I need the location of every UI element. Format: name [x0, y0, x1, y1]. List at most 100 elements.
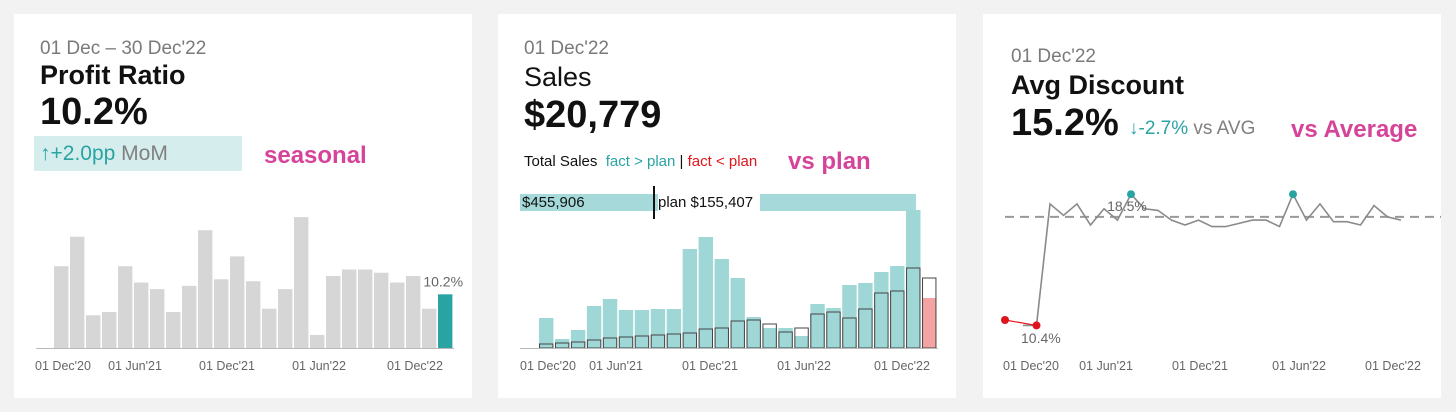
vs-plan-tag: vs plan	[788, 148, 871, 175]
delta-suffix: vs AVG	[1193, 118, 1256, 139]
fact-bar	[842, 285, 857, 348]
legend-total: Total Sales	[524, 153, 598, 170]
bar	[438, 294, 453, 348]
card-title: Sales	[524, 62, 592, 92]
tick-label: 01 Jun'21	[1079, 359, 1133, 373]
fact-bar	[730, 278, 745, 348]
bar	[134, 282, 149, 348]
avg-discount-card: 01 Dec'22 Avg Discount 15.2% ↓-2.7% vs A…	[983, 14, 1441, 398]
tick-label: 01 Dec'22	[387, 359, 443, 373]
kpi-value: $20,779	[524, 94, 662, 136]
fact-bar	[906, 210, 921, 348]
legend-fact-lt: fact < plan	[687, 153, 758, 170]
fact-bar	[826, 308, 841, 348]
data-label: 10.2%	[423, 273, 463, 289]
vs-average-tag: vs Average	[1291, 116, 1418, 143]
bar	[118, 266, 133, 348]
fact-bar	[922, 298, 937, 348]
delta-text: ↓-2.7% vs AVG	[1129, 118, 1255, 140]
bar	[166, 312, 181, 348]
date-range: 01 Dec – 30 Dec'22	[40, 38, 207, 59]
bar	[374, 272, 389, 348]
seasonal-tag: seasonal	[264, 142, 367, 169]
bar	[422, 308, 437, 348]
legend: Total Sales fact > plan | fact < plan	[524, 153, 757, 170]
bar	[150, 289, 165, 348]
bullet-fact-label: $455,906	[522, 194, 650, 211]
tick-label: 01 Dec'20	[1003, 359, 1059, 373]
bar	[358, 269, 373, 348]
fact-bar	[618, 310, 634, 348]
tick-label: 01 Jun'22	[1272, 359, 1326, 373]
fact-bar	[874, 272, 889, 348]
date-label: 01 Dec'22	[1011, 46, 1096, 67]
tick-label: 01 Dec'22	[1365, 359, 1421, 373]
bar	[70, 236, 85, 348]
bar	[102, 312, 117, 348]
tick-label: 01 Dec'22	[874, 359, 930, 373]
bar	[198, 230, 213, 348]
bar	[294, 217, 309, 348]
bar	[342, 269, 357, 348]
fact-bar	[890, 266, 905, 348]
fact-bar	[650, 309, 666, 348]
bar	[246, 281, 261, 348]
tick-label: 01 Dec'20	[520, 359, 576, 373]
fact-bar	[714, 259, 729, 348]
kpi-value: 15.2%	[1011, 102, 1119, 144]
bar	[390, 282, 405, 348]
bar	[214, 279, 229, 348]
sales-card: 01 Dec'22 Sales $20,779 Total Sales fact…	[498, 14, 956, 398]
avg-discount-line-chart: 10.4% 18.5% 01 Dec'20 01 Jun'21 01 Dec'21 01 …	[1001, 190, 1441, 373]
kpi-value: 10.2%	[40, 91, 148, 133]
max-point	[1127, 190, 1135, 199]
fact-bar	[570, 330, 586, 348]
delta-value: ↑+2.0pp	[40, 142, 116, 165]
bar	[278, 289, 293, 348]
plan-marker	[653, 186, 655, 219]
delta-suffix: MoM	[121, 142, 168, 165]
tick-label: 01 Jun'22	[777, 359, 831, 373]
fact-bar	[539, 318, 554, 348]
fact-bar	[602, 299, 618, 348]
profit-ratio-bar-chart: 10.2% 01 Dec'20 01 Jun'21 01 Dec'21 01 Jun'2…	[35, 217, 463, 373]
bar	[54, 266, 69, 348]
bullet-plan-label: plan $155,407	[658, 194, 760, 211]
fact-bar	[634, 310, 650, 348]
tick-label: 01 Jun'22	[292, 359, 346, 373]
min-point	[1032, 321, 1041, 330]
bar	[182, 285, 197, 348]
min-connector	[1004, 319, 1037, 327]
date-label: 01 Dec'22	[524, 38, 609, 59]
fact-bar	[778, 328, 793, 348]
delta-text: ↑+2.0pp MoM	[40, 142, 168, 166]
tick-label: 01 Dec'20	[35, 359, 91, 373]
fact-bar	[858, 283, 873, 348]
tick-label: 01 Jun'21	[589, 359, 643, 373]
fact-bar	[698, 237, 713, 348]
delta-value: ↓-2.7%	[1129, 118, 1189, 139]
tick-label: 01 Jun'21	[108, 359, 162, 373]
discount-line	[1023, 192, 1402, 327]
fact-bar	[682, 249, 698, 348]
bar	[326, 276, 341, 348]
bar	[262, 308, 277, 348]
tick-label: 01 Dec'21	[682, 359, 738, 373]
sales-bar-chart: 01 Dec'20 01 Jun'21 01 Dec'21 01 Jun'22 01 D…	[520, 210, 938, 373]
fact-bar	[810, 304, 825, 348]
fact-bar	[762, 328, 777, 348]
fact-bar	[586, 306, 602, 348]
tick-label: 01 Dec'21	[199, 359, 255, 373]
fact-bar	[794, 336, 809, 348]
card-title: Profit Ratio	[40, 60, 186, 90]
fact-bar	[666, 309, 682, 348]
bar	[230, 256, 245, 348]
max-label: 18.5%	[1107, 198, 1147, 214]
profit-ratio-card: 01 Dec – 30 Dec'22 Profit Ratio 10.2% ↑+…	[14, 14, 472, 398]
legend-sep: |	[679, 153, 684, 170]
min-label: 10.4%	[1021, 330, 1061, 346]
fact-bar	[746, 317, 761, 348]
delta-badge	[34, 136, 242, 171]
bar	[406, 276, 421, 348]
bar	[86, 315, 101, 348]
